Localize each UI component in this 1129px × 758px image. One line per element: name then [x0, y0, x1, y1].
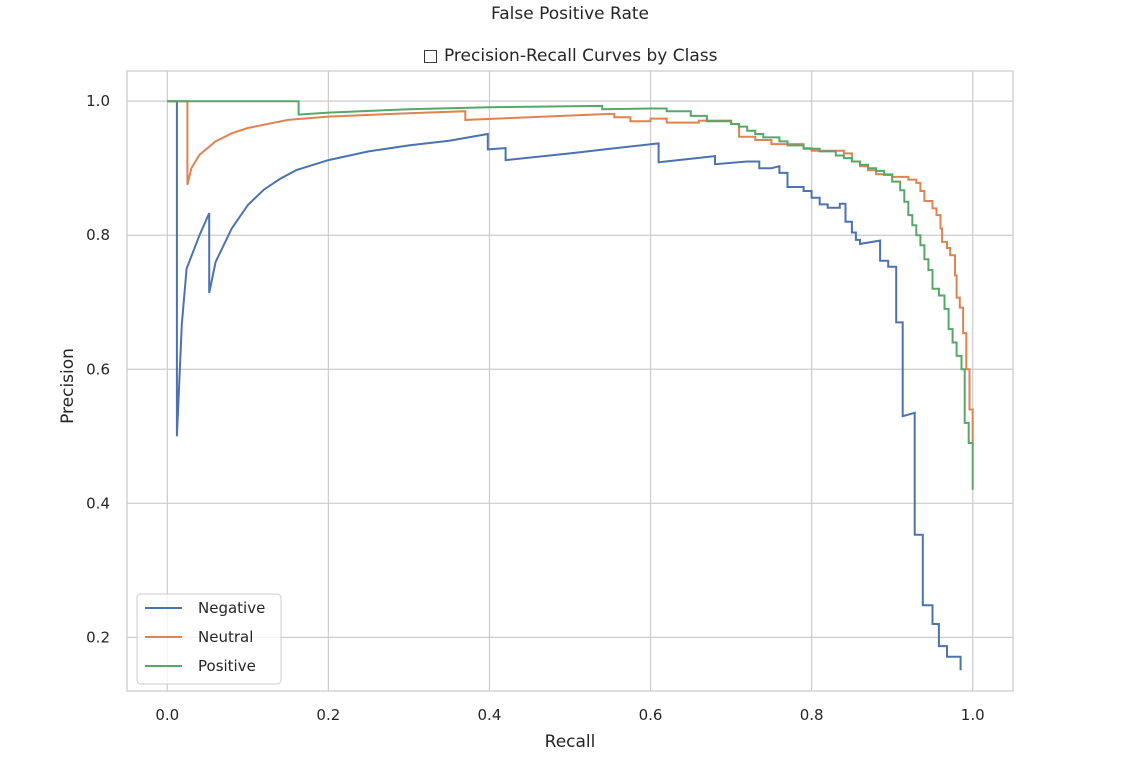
y-tick-label: 0.4 — [86, 494, 110, 512]
y-tick-label: 0.6 — [86, 360, 110, 378]
x-tick-label: 0.4 — [478, 706, 502, 724]
y-tick-label: 0.8 — [86, 226, 110, 244]
tick-labels: 0.0 0.2 0.4 0.6 0.8 1.0 0.2 0.4 0.6 0.8 1.0 — [86, 92, 985, 724]
legend-label-negative: Negative — [198, 599, 265, 617]
y-tick-label: 0.2 — [86, 628, 110, 646]
legend-label-neutral: Neutral — [198, 628, 253, 646]
series-line-negative — [167, 100, 962, 671]
series-lines — [167, 100, 974, 671]
legend-box — [136, 593, 282, 685]
plot-frame — [126, 70, 1014, 692]
legend-entries: Negative Neutral Positive — [145, 599, 265, 675]
x-tick-label: 0.6 — [639, 706, 663, 724]
x-tick-label: 0.0 — [155, 706, 179, 724]
grid — [127, 71, 1013, 691]
series-line-positive — [167, 100, 974, 490]
legend: Negative Neutral Positive — [136, 593, 282, 685]
x-tick-label: 0.2 — [316, 706, 340, 724]
legend-label-positive: Positive — [198, 657, 256, 675]
x-tick-label: 0.8 — [800, 706, 824, 724]
y-tick-label: 1.0 — [86, 92, 110, 110]
x-tick-label: 1.0 — [961, 706, 985, 724]
figure-top-text: False Positive Rate — [491, 4, 649, 24]
y-axis-title: Precision — [58, 348, 78, 424]
chart-title: □ Precision-Recall Curves by Class — [423, 46, 718, 66]
x-axis-title: Recall — [545, 732, 596, 752]
